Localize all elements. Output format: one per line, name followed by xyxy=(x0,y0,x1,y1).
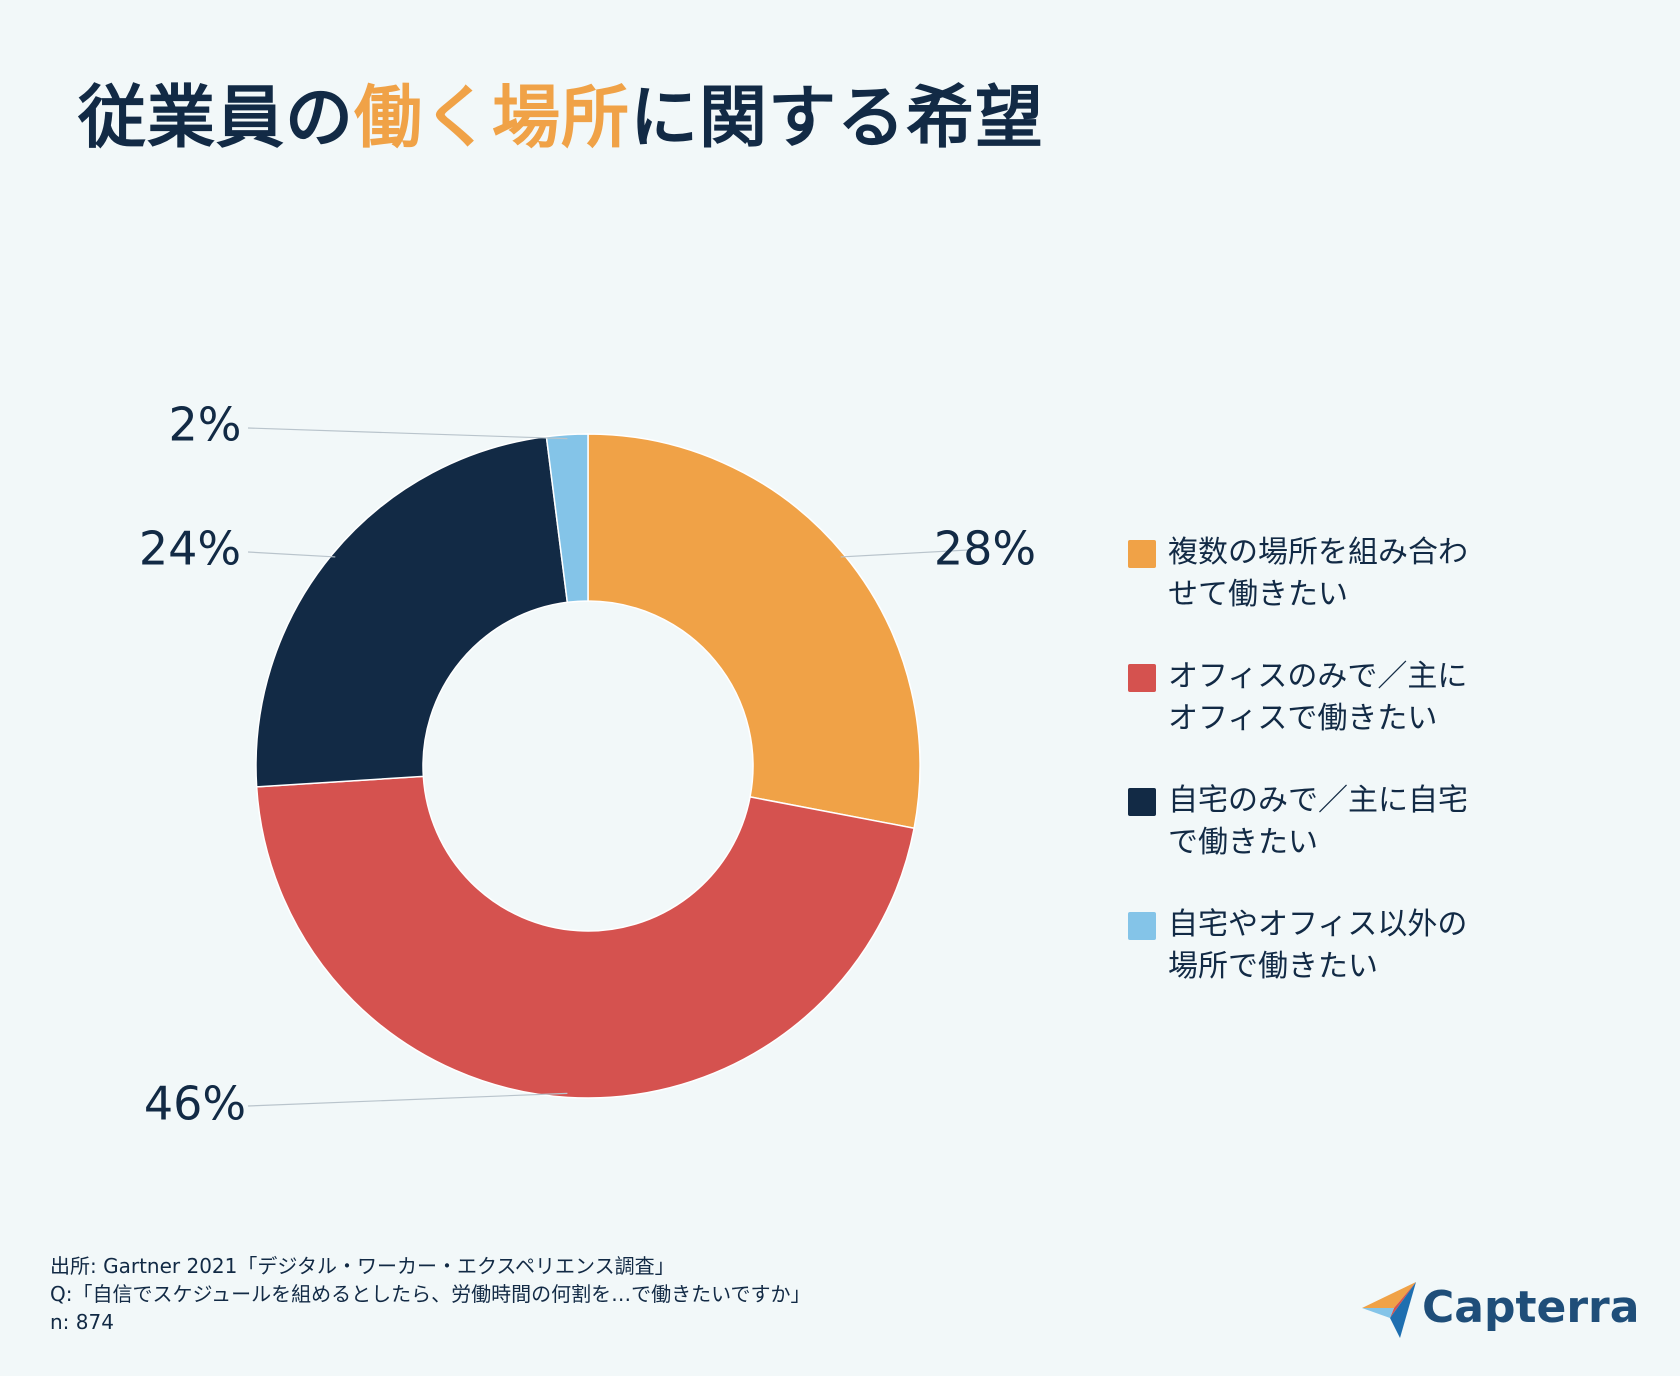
legend-item: 自宅のみで／主に自宅 で働きたい xyxy=(1128,780,1548,864)
legend-item: 自宅やオフィス以外の 場所で働きたい xyxy=(1128,904,1548,988)
legend-label-line2: で働きたい xyxy=(1168,825,1318,860)
data-label: 28% xyxy=(934,522,1036,576)
footnotes: 出所: Gartner 2021「デジタル・ワーカー・エクスペリエンス調査」 Q… xyxy=(50,1252,810,1336)
capterra-logo: Capterra xyxy=(1360,1280,1639,1340)
legend-label-line1: 自宅やオフィス以外の xyxy=(1168,907,1468,942)
data-label: 46% xyxy=(144,1077,246,1131)
donut-slice xyxy=(545,433,589,604)
leader-line xyxy=(247,1092,568,1107)
leader-line xyxy=(840,549,969,558)
chart-title: 従業員の働く場所に関する希望 xyxy=(78,78,1044,160)
legend-item: オフィスのみで／主に オフィスで働きたい xyxy=(1128,656,1548,740)
source-note: 出所: Gartner 2021「デジタル・ワーカー・エクスペリエンス調査」 xyxy=(50,1254,675,1278)
legend-label-line1: 自宅のみで／主に自宅 xyxy=(1168,783,1468,818)
sample-size-note: n: 874 xyxy=(50,1310,114,1334)
data-label: 2% xyxy=(169,398,242,452)
donut-slice xyxy=(255,775,915,1099)
title-part-2: に関する希望 xyxy=(630,79,1045,158)
legend-swatch xyxy=(1128,788,1156,816)
legend-label-line1: オフィスのみで／主に xyxy=(1168,659,1468,694)
legend-swatch xyxy=(1128,540,1156,568)
legend-label-line1: 複数の場所を組み合わ xyxy=(1168,535,1468,570)
donut-slice xyxy=(255,435,569,788)
title-highlight: 働く場所 xyxy=(354,79,631,158)
legend-swatch xyxy=(1128,664,1156,692)
legend-label-line2: オフィスで働きたい xyxy=(1168,701,1438,736)
data-label: 24% xyxy=(139,522,241,576)
donut-slice xyxy=(587,433,921,830)
legend-label-line2: 場所で働きたい xyxy=(1168,949,1378,984)
capterra-logo-icon xyxy=(1362,1282,1416,1338)
question-note: Q:「自信でスケジュールを組めるとしたら、労働時間の何割を…で働きたいですか」 xyxy=(50,1282,811,1306)
chart-legend: 複数の場所を組み合わ せて働きたい オフィスのみで／主に オフィスで働きたい 自… xyxy=(1128,532,1548,1028)
legend-swatch xyxy=(1128,912,1156,940)
capterra-logo-text: Capterra xyxy=(1422,1282,1640,1333)
title-part-1: 従業員の xyxy=(78,79,355,158)
legend-label-line2: せて働きたい xyxy=(1168,577,1348,612)
leader-line xyxy=(247,427,568,440)
legend-item: 複数の場所を組み合わ せて働きたい xyxy=(1128,532,1548,616)
leader-line xyxy=(247,551,336,558)
